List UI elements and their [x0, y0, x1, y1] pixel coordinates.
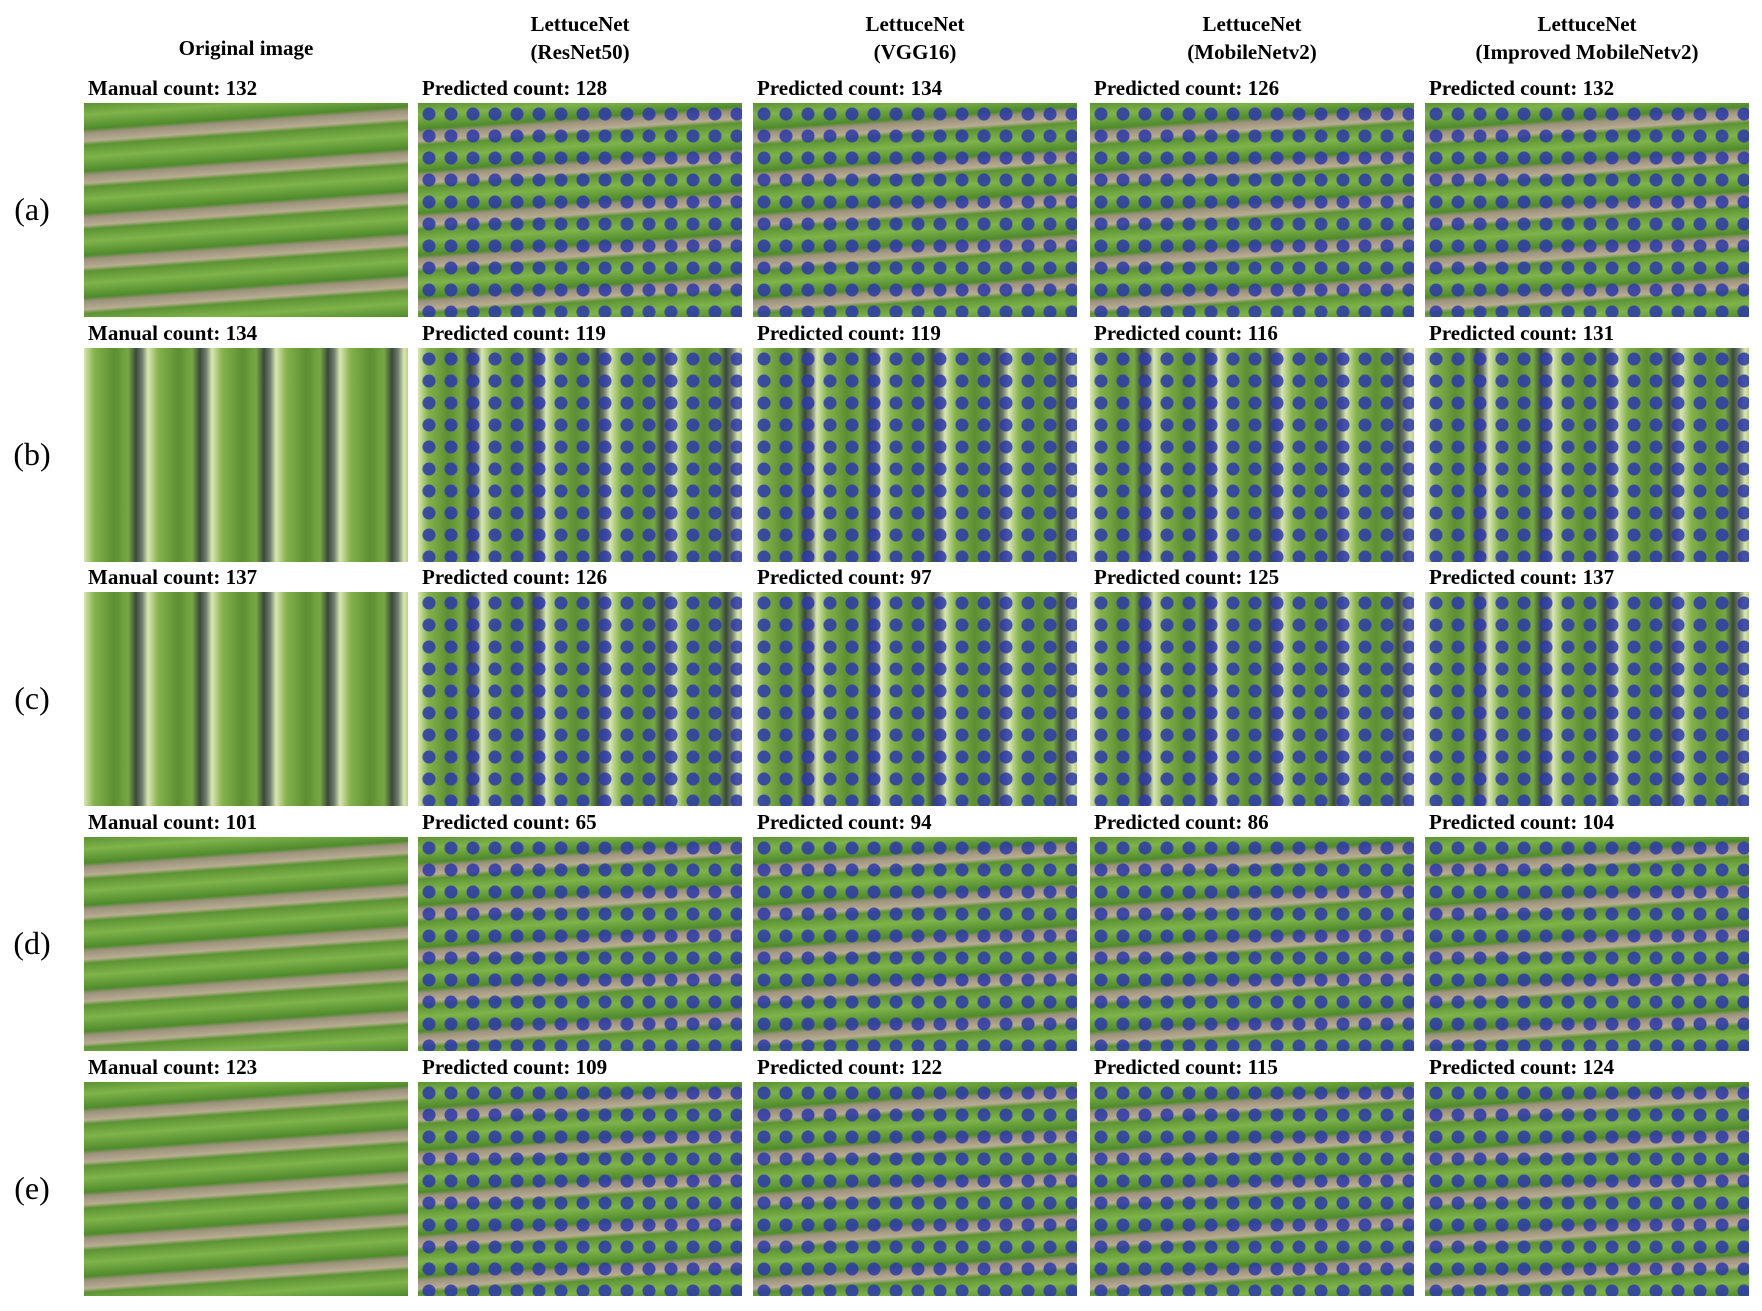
column-header: Original image: [178, 36, 314, 60]
detection-overlay: [753, 348, 1077, 562]
detection-overlay: [1090, 837, 1414, 1051]
count-label: Manual count: 134: [88, 321, 258, 345]
column-header: (VGG16): [873, 40, 957, 64]
column-header: LettuceNet: [530, 12, 630, 36]
detection-overlay: [418, 1082, 742, 1296]
count-label: Predicted count: 109: [422, 1055, 608, 1079]
row-label: (e): [14, 1170, 50, 1206]
detection-overlay: [1090, 592, 1414, 806]
detection-overlay: [1425, 348, 1749, 562]
count-label: Predicted count: 126: [422, 565, 608, 589]
detection-overlay: [753, 1082, 1077, 1296]
count-label: Predicted count: 125: [1094, 565, 1280, 589]
detection-overlay: [418, 103, 742, 317]
count-label: Predicted count: 122: [757, 1055, 943, 1079]
field-image: [84, 1082, 408, 1296]
count-label: Predicted count: 119: [757, 321, 941, 345]
column-header: (MobileNetv2): [1187, 40, 1317, 64]
field-image: [84, 103, 408, 317]
count-label: Predicted count: 65: [422, 810, 597, 834]
field-image: [84, 348, 408, 562]
count-label: Manual count: 132: [88, 76, 258, 100]
count-label: Predicted count: 132: [1429, 76, 1615, 100]
count-label: Predicted count: 86: [1094, 810, 1269, 834]
count-label: Predicted count: 104: [1429, 810, 1615, 834]
count-label: Predicted count: 116: [1094, 321, 1278, 345]
detection-overlay: [1090, 348, 1414, 562]
detection-overlay: [1425, 837, 1749, 1051]
count-label: Predicted count: 94: [757, 810, 932, 834]
count-label: Predicted count: 126: [1094, 76, 1280, 100]
count-label: Predicted count: 131: [1429, 321, 1615, 345]
count-label: Predicted count: 119: [422, 321, 606, 345]
count-label: Predicted count: 137: [1429, 565, 1615, 589]
detection-overlay: [418, 837, 742, 1051]
detection-overlay: [1425, 592, 1749, 806]
row-label: (a): [14, 191, 50, 227]
count-label: Predicted count: 134: [757, 76, 943, 100]
count-label: Predicted count: 128: [422, 76, 608, 100]
column-header: (Improved MobileNetv2): [1475, 40, 1699, 64]
count-label: Predicted count: 115: [1094, 1055, 1278, 1079]
row-label: (d): [13, 925, 51, 961]
column-header: LettuceNet: [1202, 12, 1302, 36]
detection-overlay: [1425, 1082, 1749, 1296]
column-header: LettuceNet: [1537, 12, 1637, 36]
detection-overlay: [753, 837, 1077, 1051]
detection-overlay: [753, 103, 1077, 317]
field-image: [84, 837, 408, 1051]
count-label: Predicted count: 97: [757, 565, 932, 589]
detection-overlay: [1090, 1082, 1414, 1296]
column-header: (ResNet50): [530, 40, 630, 64]
count-label: Manual count: 101: [88, 810, 258, 834]
row-label: (c): [14, 680, 50, 716]
count-label: Manual count: 137: [88, 565, 258, 589]
detection-overlay: [753, 592, 1077, 806]
detection-overlay: [1090, 103, 1414, 317]
field-image: [84, 592, 408, 806]
detection-overlay: [418, 348, 742, 562]
detection-overlay: [1425, 103, 1749, 317]
row-label: (b): [13, 436, 51, 472]
count-label: Predicted count: 124: [1429, 1055, 1615, 1079]
count-label: Manual count: 123: [88, 1055, 258, 1079]
column-header: LettuceNet: [865, 12, 965, 36]
detection-overlay: [418, 592, 742, 806]
